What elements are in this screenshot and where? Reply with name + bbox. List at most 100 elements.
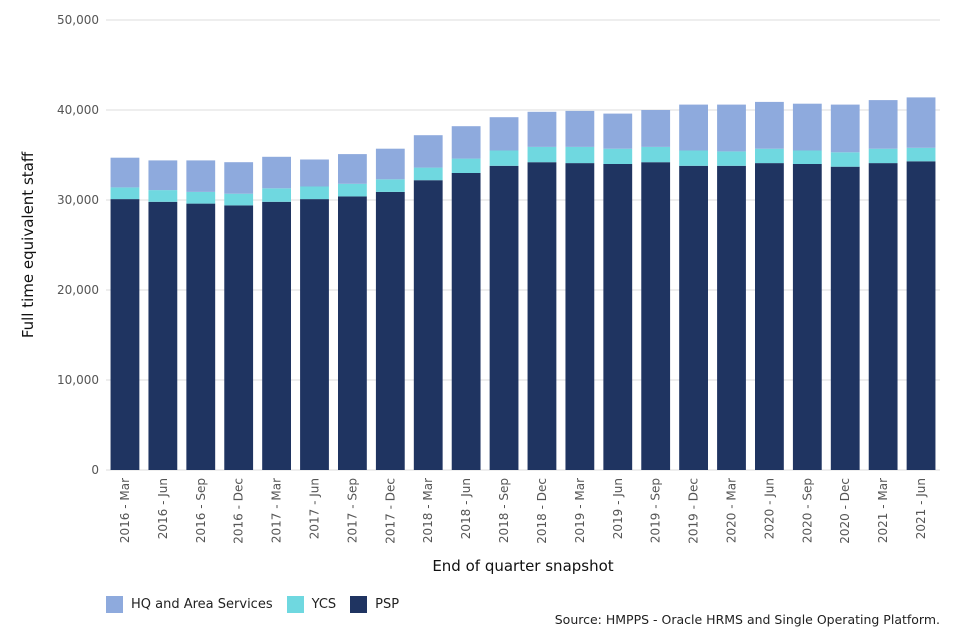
bar-hq-and-area-services[interactable] — [148, 160, 178, 191]
bar-psp[interactable] — [603, 164, 633, 470]
bar-hq-and-area-services[interactable] — [413, 135, 443, 168]
bar-psp[interactable] — [413, 180, 443, 470]
bar-hq-and-area-services[interactable] — [679, 104, 708, 151]
bar-hq-and-area-services[interactable] — [717, 104, 746, 152]
x-tick-label: 2018 - Mar — [421, 478, 435, 543]
x-tick-label: 2020 - Jun — [762, 478, 776, 539]
bar-ycs[interactable] — [679, 150, 708, 166]
bar-ycs[interactable] — [565, 146, 595, 164]
y-tick-label: 20,000 — [57, 283, 99, 297]
bar-psp[interactable] — [906, 161, 936, 471]
legend-swatch-ycs — [286, 596, 304, 613]
bar-hq-and-area-services[interactable] — [300, 159, 329, 187]
legend-label-hq: HQ and Area Services — [131, 597, 273, 612]
bar-ycs[interactable] — [224, 193, 254, 206]
bar-hq-and-area-services[interactable] — [375, 148, 405, 180]
bar-ycs[interactable] — [527, 146, 557, 163]
bar-hq-and-area-services[interactable] — [830, 104, 860, 153]
bar-ycs[interactable] — [792, 150, 822, 165]
bar-hq-and-area-services[interactable] — [110, 157, 140, 188]
bar-psp[interactable] — [451, 173, 481, 470]
bar-ycs[interactable] — [148, 190, 178, 202]
y-tick-label: 40,000 — [57, 103, 99, 117]
bar-ycs[interactable] — [830, 152, 860, 167]
bar-psp[interactable] — [755, 163, 784, 470]
x-tick-label: 2017 - Sep — [345, 478, 359, 543]
bar-ycs[interactable] — [375, 179, 405, 192]
bar-psp[interactable] — [527, 162, 557, 470]
bar-psp[interactable] — [338, 196, 367, 470]
x-tick-label: 2016 - Mar — [118, 478, 132, 543]
bar-hq-and-area-services[interactable] — [489, 117, 519, 151]
bar-ycs[interactable] — [262, 188, 291, 202]
legend-label-ycs: YCS — [311, 597, 337, 612]
legend-swatch-hq — [106, 596, 123, 613]
bar-ycs[interactable] — [906, 147, 936, 162]
bar-ycs[interactable] — [717, 151, 746, 166]
bar-psp[interactable] — [717, 165, 746, 471]
stacked-bar-chart: 0 10,000 20,000 30,000 40,000 50,000 2016 - M… — [19, 13, 940, 575]
bar-psp[interactable] — [679, 165, 708, 471]
bar-hq-and-area-services[interactable] — [868, 100, 898, 149]
bar-hq-and-area-services[interactable] — [565, 110, 595, 147]
y-tick-label: 30,000 — [57, 193, 99, 207]
bar-hq-and-area-services[interactable] — [906, 97, 936, 148]
bar-ycs[interactable] — [451, 158, 481, 173]
x-tick-label: 2019 - Sep — [649, 478, 663, 543]
bar-hq-and-area-services[interactable] — [186, 160, 216, 192]
bar-hq-and-area-services[interactable] — [527, 111, 557, 147]
bar-hq-and-area-services[interactable] — [451, 126, 481, 159]
x-tick-label: 2019 - Jun — [611, 478, 625, 539]
bar-psp[interactable] — [262, 201, 291, 471]
bar-hq-and-area-services[interactable] — [755, 101, 784, 149]
bar-psp[interactable] — [110, 199, 140, 470]
x-tick-label: 2019 - Mar — [573, 478, 587, 543]
legend-item-psp[interactable]: PSP — [350, 596, 399, 613]
bar-ycs[interactable] — [489, 150, 519, 166]
y-tick-label: 50,000 — [57, 13, 99, 27]
bar-psp[interactable] — [375, 191, 405, 470]
x-axis-ticks: 2016 - Mar 2016 - Jun 2016 - Sep 2016 - Dec… — [118, 478, 928, 544]
y-tick-label: 10,000 — [57, 373, 99, 387]
x-tick-label: 2017 - Jun — [308, 478, 322, 539]
bar-psp[interactable] — [489, 165, 519, 471]
bar-psp[interactable] — [148, 201, 178, 471]
legend-swatch-psp — [350, 596, 368, 613]
bar-psp[interactable] — [830, 166, 860, 470]
x-tick-label: 2020 - Dec — [838, 478, 852, 544]
x-tick-label: 2016 - Dec — [232, 478, 246, 544]
bar-psp[interactable] — [868, 163, 898, 470]
y-axis-title: Full time equivalent staff — [19, 151, 37, 338]
bar-hq-and-area-services[interactable] — [338, 154, 367, 184]
bar-hq-and-area-services[interactable] — [603, 113, 633, 149]
bar-hq-and-area-services[interactable] — [641, 110, 671, 147]
bar-psp[interactable] — [186, 203, 216, 470]
bar-ycs[interactable] — [868, 148, 898, 164]
x-tick-label: 2016 - Jun — [156, 478, 170, 539]
legend-item-ycs[interactable]: YCS — [286, 596, 337, 613]
x-tick-label: 2017 - Dec — [383, 478, 397, 544]
bar-ycs[interactable] — [603, 148, 633, 164]
bars — [110, 97, 936, 471]
bar-ycs[interactable] — [641, 146, 671, 163]
bar-ycs[interactable] — [300, 186, 329, 200]
bar-ycs[interactable] — [186, 191, 216, 204]
bar-psp[interactable] — [565, 163, 595, 470]
bar-ycs[interactable] — [413, 167, 443, 181]
legend-item-hq[interactable]: HQ and Area Services — [106, 596, 273, 613]
bar-psp[interactable] — [224, 205, 254, 470]
bar-ycs[interactable] — [755, 148, 784, 164]
x-tick-label: 2020 - Sep — [800, 478, 814, 543]
bar-psp[interactable] — [792, 164, 822, 470]
bar-psp[interactable] — [641, 162, 671, 470]
x-tick-label: 2018 - Dec — [535, 478, 549, 544]
bar-psp[interactable] — [300, 199, 329, 470]
bar-hq-and-area-services[interactable] — [792, 103, 822, 151]
bar-ycs[interactable] — [338, 183, 367, 197]
y-axis-ticks: 0 10,000 20,000 30,000 40,000 50,000 — [57, 13, 99, 477]
x-tick-label: 2016 - Sep — [194, 478, 208, 543]
bar-hq-and-area-services[interactable] — [224, 162, 254, 194]
bar-ycs[interactable] — [110, 187, 140, 200]
bar-hq-and-area-services[interactable] — [262, 156, 291, 189]
